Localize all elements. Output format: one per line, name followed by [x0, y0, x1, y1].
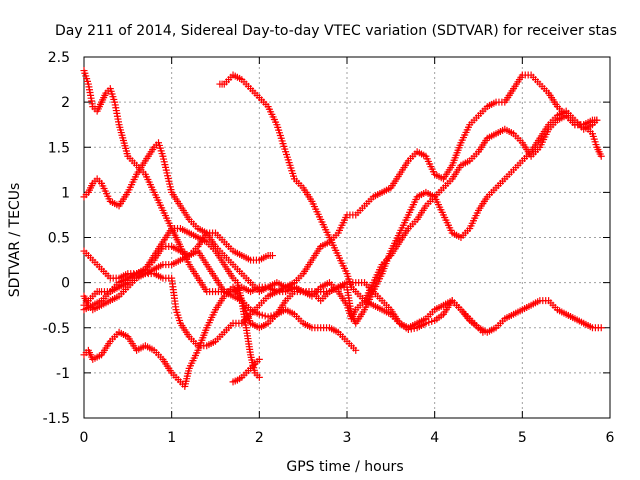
series-9	[229, 355, 263, 386]
axis-ticks: 0 1 2 3 4 5 6 -1.5 -1 -0.5 0 0.5 1 1.5 2 2.5	[43, 50, 615, 446]
y-tick-label: 0	[61, 276, 70, 292]
x-tick-label: 3	[343, 430, 352, 446]
y-tick-label: 1	[61, 185, 70, 201]
series-7	[80, 107, 601, 350]
data-point	[255, 373, 263, 381]
series-3	[80, 139, 605, 336]
data-point	[255, 355, 263, 363]
y-axis-label: SDTVAR / TECUs	[7, 183, 23, 298]
chart-title: Day 211 of 2014, Sidereal Day-to-day VTE…	[55, 23, 617, 39]
x-tick-label: 2	[255, 430, 264, 446]
data-marks	[80, 67, 605, 390]
series-8	[80, 224, 263, 381]
x-tick-label: 0	[80, 430, 89, 446]
data-point	[593, 116, 601, 124]
x-tick-label: 6	[606, 430, 615, 446]
data-point	[597, 324, 605, 332]
y-tick-label: -0.5	[43, 321, 70, 337]
y-tick-label: -1.5	[43, 411, 70, 427]
y-tick-label: 2.5	[48, 50, 70, 66]
x-tick-label: 1	[167, 430, 176, 446]
y-tick-label: 1.5	[48, 140, 70, 156]
y-tick-label: -1	[56, 366, 70, 382]
series-2	[216, 71, 487, 336]
x-tick-label: 4	[430, 430, 439, 446]
y-tick-label: 0.5	[48, 231, 70, 247]
data-point	[268, 252, 276, 260]
x-tick-label: 5	[518, 430, 527, 446]
x-axis-label: GPS time / hours	[286, 459, 403, 475]
data-point	[597, 152, 605, 160]
data-point	[352, 346, 360, 354]
y-tick-label: 2	[61, 95, 70, 111]
